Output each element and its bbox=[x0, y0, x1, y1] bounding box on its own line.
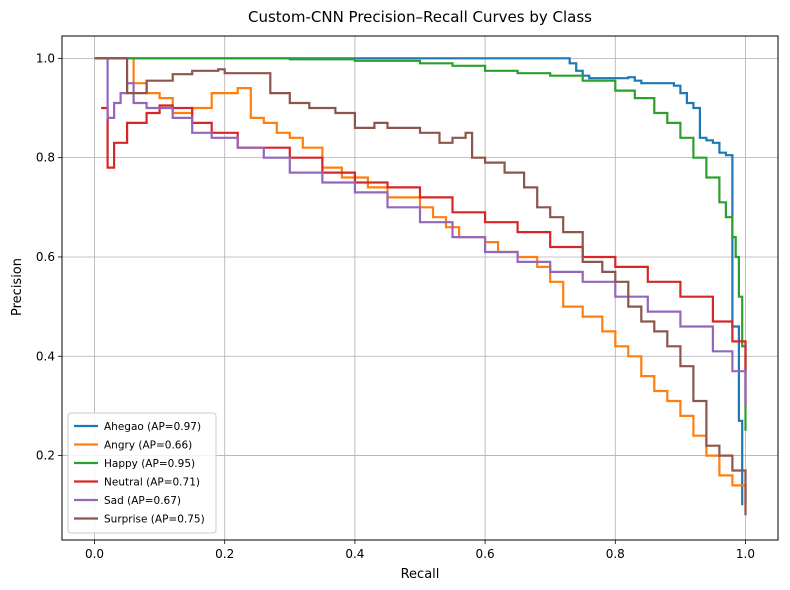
y-tick-label: 0.6 bbox=[36, 250, 55, 264]
x-tick-label: 0.6 bbox=[476, 547, 495, 561]
y-axis-label: Precision bbox=[10, 258, 25, 316]
plot-frame bbox=[61, 35, 779, 541]
x-tick-label: 0.8 bbox=[606, 547, 625, 561]
y-tick-label: 0.8 bbox=[36, 151, 55, 165]
legend-label-angry: Angry (AP=0.66) bbox=[104, 440, 192, 452]
axis-ticks: 0.0 0.2 0.4 0.6 0.8 1.0 0.2 0.4 0.6 0.8 1.0 bbox=[36, 51, 755, 561]
legend-label-surprise: Surprise (AP=0.75) bbox=[104, 514, 205, 526]
legend-label-neutral: Neutral (AP=0.71) bbox=[104, 477, 200, 489]
chart-title: Custom-CNN Precision–Recall Curves by Cl… bbox=[248, 8, 592, 26]
series-line-neutral bbox=[101, 104, 747, 406]
x-tick-label: 0.0 bbox=[85, 547, 104, 561]
legend-label-sad: Sad (AP=0.67) bbox=[104, 495, 181, 507]
series-lines bbox=[94, 57, 747, 516]
legend-box bbox=[67, 412, 217, 534]
legend-label-ahegao: Ahegao (AP=0.97) bbox=[104, 421, 201, 433]
x-axis-label: Recall bbox=[401, 567, 440, 582]
series-line-sad bbox=[94, 57, 747, 406]
series-line-ahegao bbox=[94, 57, 744, 506]
x-tick-label: 0.2 bbox=[215, 547, 234, 561]
series-line-surprise bbox=[94, 57, 747, 516]
x-tick-label: 0.4 bbox=[345, 547, 364, 561]
legend: Ahegao (AP=0.97) Angry (AP=0.66) Happy (AP… bbox=[67, 412, 217, 534]
legend-label-happy: Happy (AP=0.95) bbox=[104, 458, 195, 470]
series-line-happy bbox=[94, 57, 747, 431]
y-tick-label: 1.0 bbox=[36, 51, 55, 65]
x-tick-label: 1.0 bbox=[736, 547, 755, 561]
y-tick-label: 0.4 bbox=[36, 349, 55, 363]
y-tick-label: 0.2 bbox=[36, 449, 55, 463]
